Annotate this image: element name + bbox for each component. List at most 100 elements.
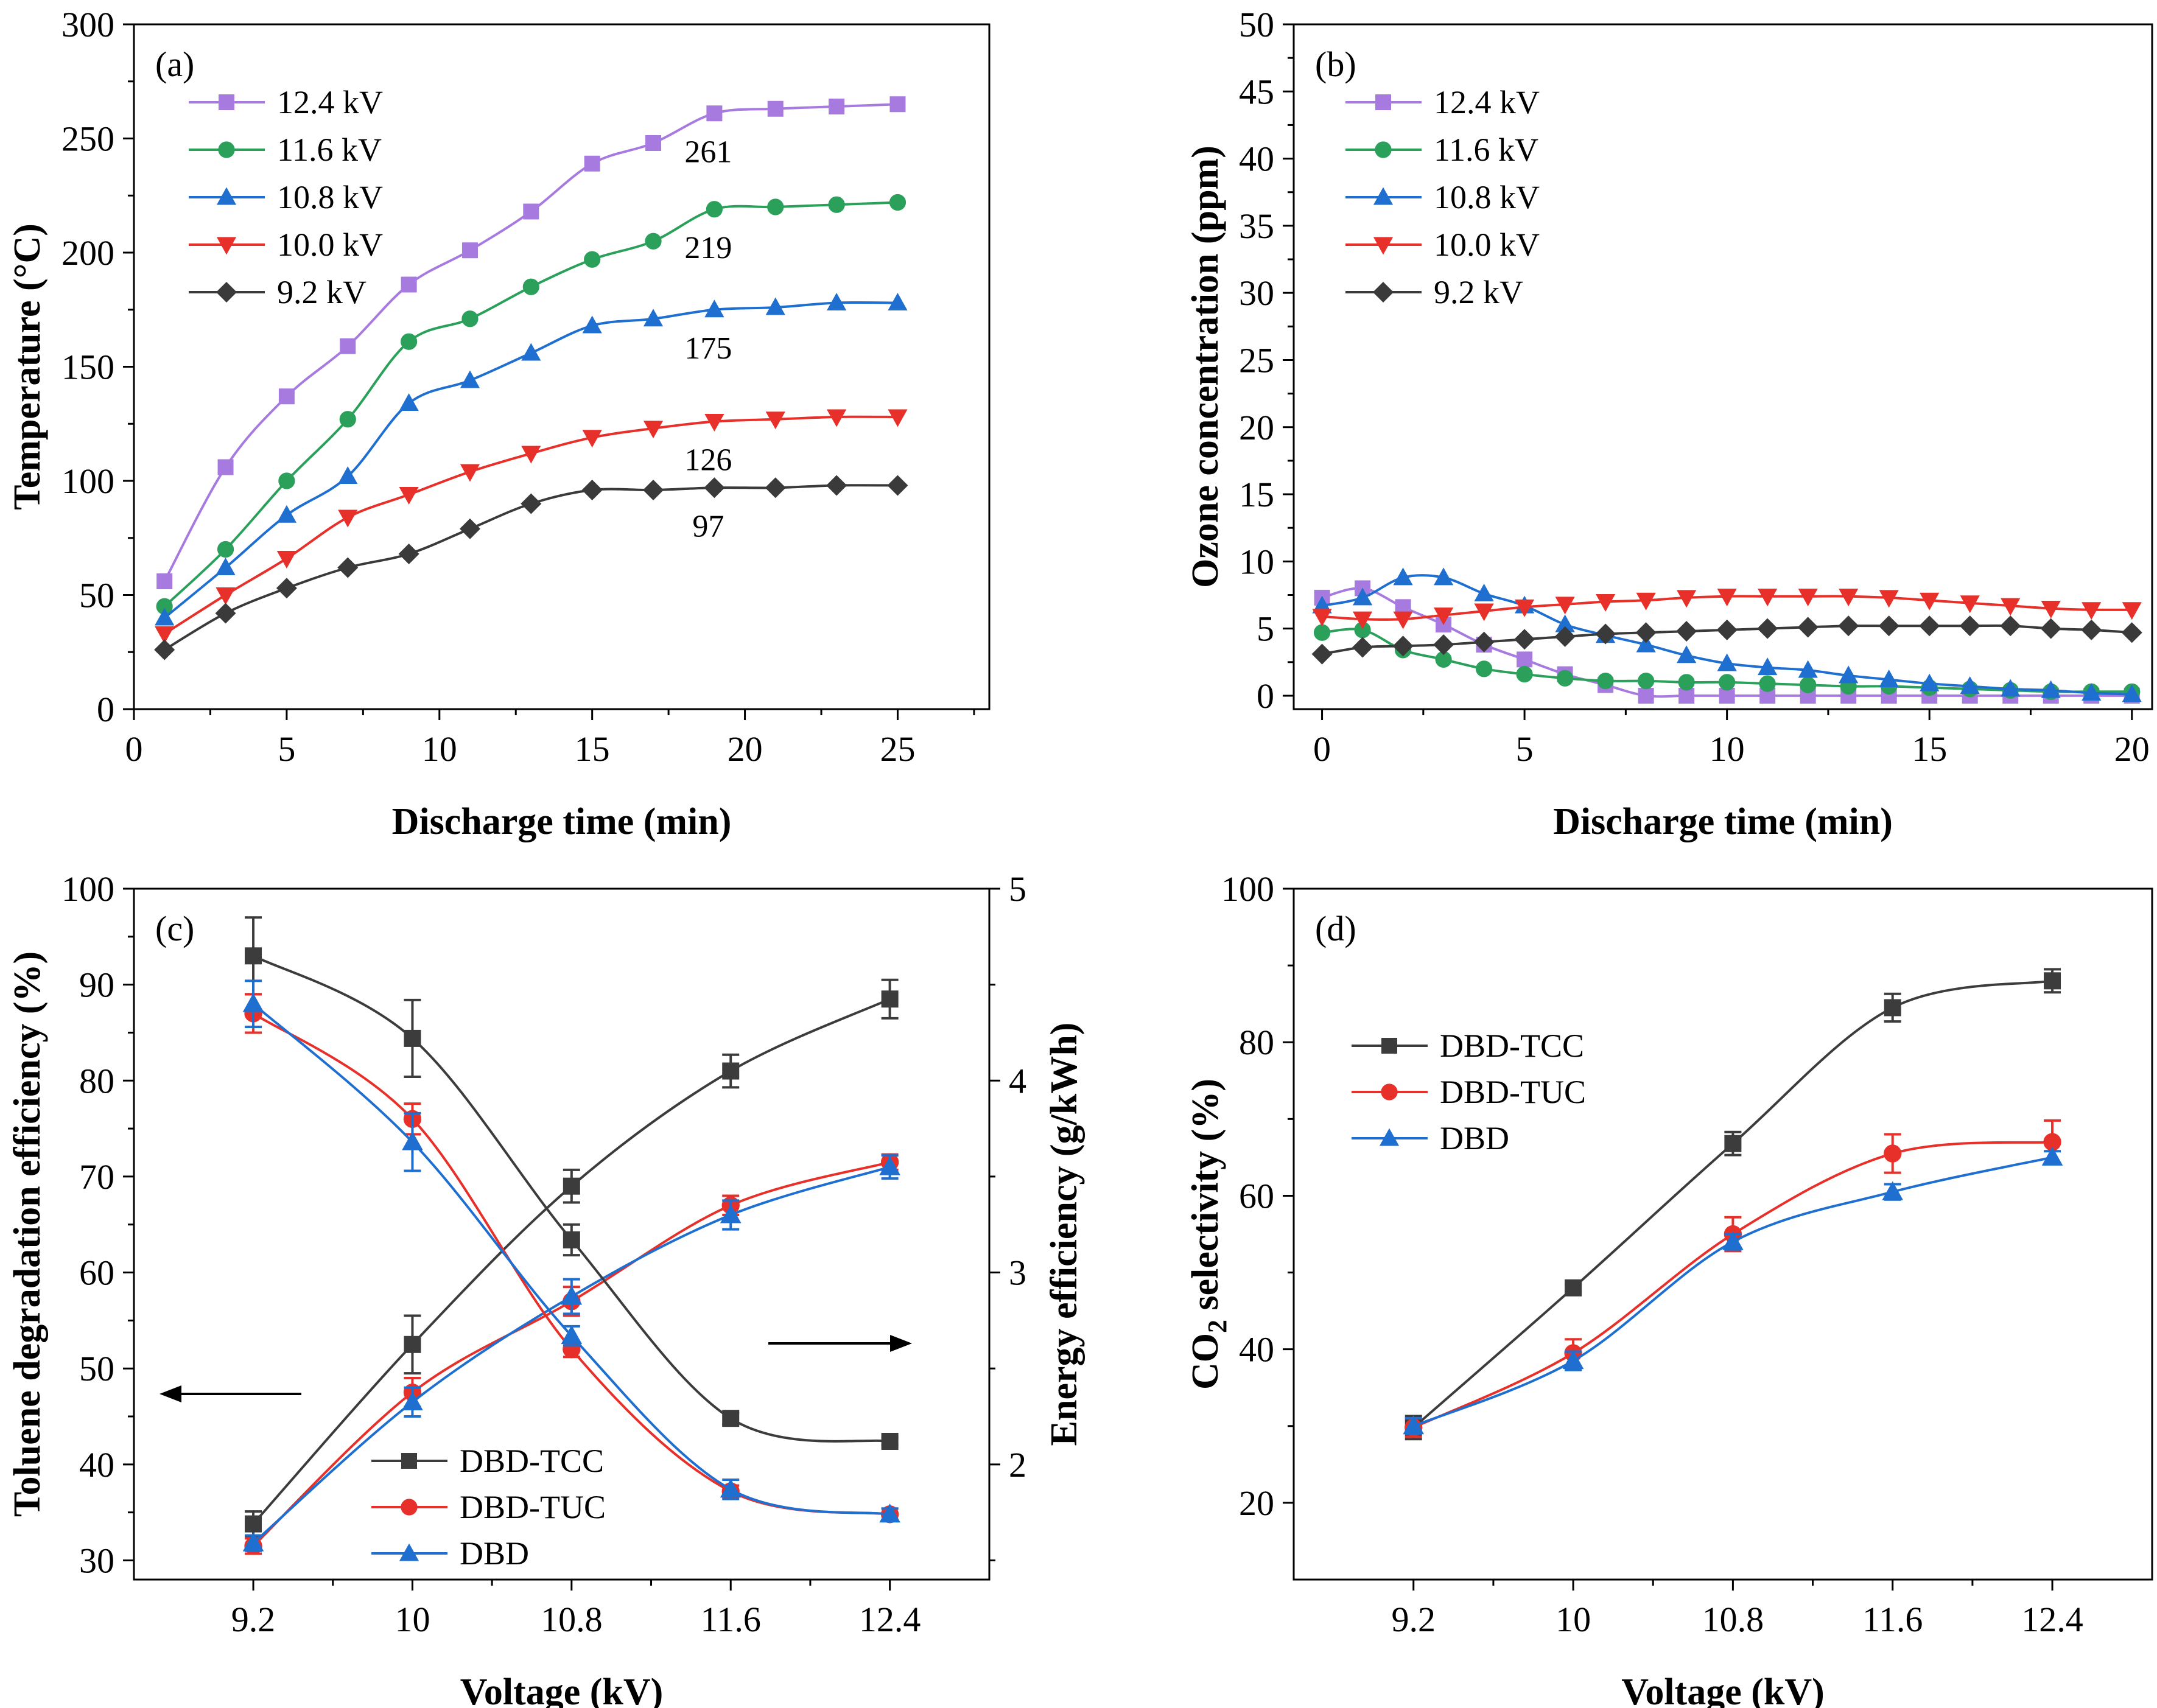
legend-label: DBD [460,1535,529,1572]
y-tick-label: 15 [1239,475,1274,514]
value-annotation: 175 [684,331,732,366]
data-point [399,486,419,505]
data-point [1960,676,1980,695]
y-tick-label: 50 [79,1349,114,1388]
y-tick-label: 40 [79,1445,114,1485]
legend-label: 10.0 kV [1434,226,1540,263]
x-tick-label: 10.8 [541,1600,603,1639]
y-tick-label: 40 [1239,139,1274,179]
data-point [828,196,845,213]
y-tick-label: 45 [1239,72,1274,111]
series-12-4-kv [156,96,906,589]
legend-item: 10.0 kV [189,226,383,263]
y-tick-label: 20 [1239,1483,1274,1523]
y-tick-label: 40 [1239,1330,1274,1370]
data-point [1636,592,1656,611]
data-point [2041,1146,2063,1166]
x-axis-title: Voltage (kV) [460,1671,664,1708]
panel-label: (b) [1315,44,1356,84]
data-point [1557,670,1574,687]
y-tick-label: 200 [61,233,114,273]
plot-frame [133,887,991,1581]
data-point [1839,589,1859,607]
y-axis-title-subscript: 2 [1202,1320,1232,1333]
data-point [1311,643,1333,665]
legend-label: 11.6 kV [1434,131,1538,168]
data-point [1597,673,1614,690]
data-point [340,338,356,354]
x-tick-label: 0 [1313,729,1331,769]
plot-frame [1292,23,2153,710]
y-tick-label: 80 [79,1061,114,1101]
data-point [1759,675,1776,692]
data-point [765,411,785,430]
y-axis-title: Ozone concentration (ppm) [1185,145,1226,588]
data-point [242,1532,264,1552]
legend-marker [1375,141,1392,158]
x-tick-label: 11.6 [701,1600,761,1639]
data-point [399,393,419,411]
data-point [2044,972,2061,990]
data-point [215,603,236,624]
legend-marker [399,1543,419,1561]
data-point [1920,592,1940,611]
data-point [887,475,908,496]
legend-marker [216,237,237,255]
data-point [1517,651,1533,668]
data-point [1473,631,1495,653]
legend-label: 10.0 kV [277,226,383,263]
legend: DBD-TCC DBD-TUC DBD [371,1443,606,1572]
panel-label: (d) [1315,909,1356,948]
x-tick-label: 11.6 [1862,1600,1923,1639]
x-axis-title: Voltage (kV) [1621,1671,1825,1708]
y-tick-label: 10 [1239,542,1274,581]
y-tick-label: 80 [1239,1023,1274,1062]
x-tick-label: 10.8 [1702,1600,1764,1639]
y-tick-label: 70 [79,1157,114,1197]
data-point [827,293,847,311]
series-dbd [1403,1146,2063,1435]
legend-label: DBD [1440,1120,1509,1157]
legend-item: DBD-TUC [1352,1074,1586,1110]
data-point [1716,619,1738,640]
legend-marker [1373,237,1394,255]
data-point [459,518,480,539]
y-tick-label: 60 [79,1253,114,1293]
x-tick-label: 20 [728,729,763,769]
data-point [1800,676,1817,693]
x-tick-label: 10 [1555,1600,1591,1639]
series-9-2-kv [154,475,908,660]
data-point [889,194,907,211]
data-point [1719,674,1736,691]
legend-item: DBD [1352,1120,1509,1157]
y-tick-label: 250 [61,119,114,159]
data-point [1678,687,1695,704]
legend-item: 10.0 kV [1345,226,1540,263]
data-point [561,1286,583,1305]
data-point [216,587,236,605]
x-tick-label: 12.4 [859,1600,921,1639]
data-point [1758,657,1778,676]
data-point [584,251,601,268]
data-point [404,1335,421,1353]
data-point [879,1156,900,1175]
y-tick-label: 20 [1239,408,1274,447]
x-tick-label: 5 [1516,729,1534,769]
data-point [2040,618,2061,639]
legend-label: 9.2 kV [1434,274,1523,310]
legend-item: 12.4 kV [1345,84,1540,121]
data-point [2121,622,2142,643]
data-point [217,541,234,558]
data-point [1433,634,1454,656]
x-tick-label: 5 [278,729,295,769]
data-point [398,543,419,565]
legend-marker [218,141,235,158]
data-point [460,464,480,482]
series-9-2-kv [1311,615,2142,665]
x-tick-label: 15 [1912,729,1947,769]
y-tick-label: 100 [1221,869,1274,909]
data-point [154,639,175,660]
y-tick-label: 60 [1239,1176,1274,1216]
value-annotation: 219 [684,231,732,265]
